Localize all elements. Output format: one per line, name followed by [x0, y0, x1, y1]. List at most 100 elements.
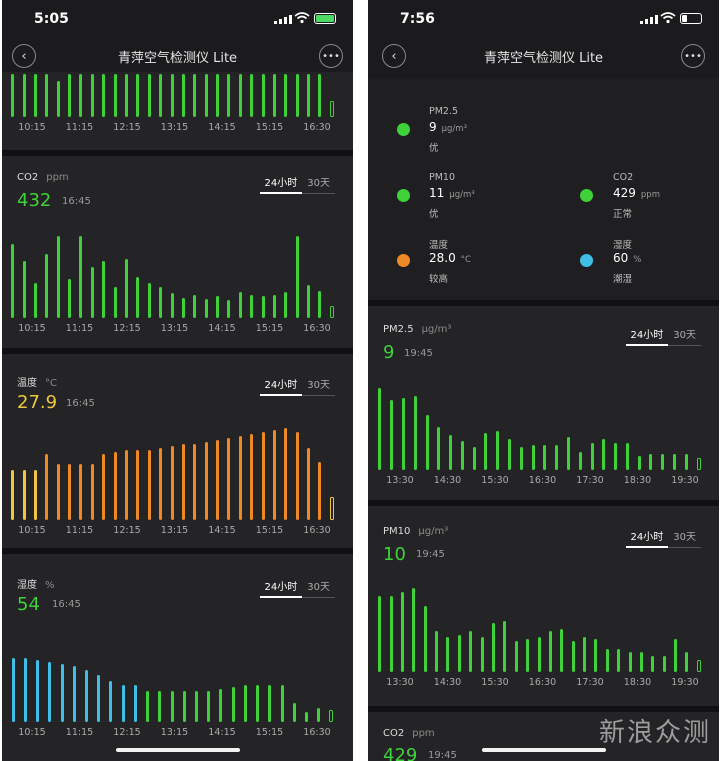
chart-bar: [651, 655, 655, 672]
chart-bar: [48, 662, 52, 722]
summary-status: 潮湿: [613, 274, 633, 285]
chart-bar: [661, 453, 665, 470]
tab-24h[interactable]: 24小时: [259, 376, 303, 396]
chart-bar: [412, 588, 416, 672]
chart-bar: [508, 439, 512, 470]
nav-title: 青萍空气检测仪 Lite: [117, 51, 238, 66]
chart-bar: [102, 260, 106, 318]
summary-status: 优: [429, 209, 439, 220]
humidity-x-axis: 10:15 11:15 12:15 13:15 14:15 15:15 16:30: [2, 727, 353, 739]
tick-label: 15:30: [481, 677, 509, 688]
chart-bar: [617, 649, 621, 672]
chart-bar: [555, 445, 559, 470]
more-button[interactable]: •••: [319, 44, 343, 68]
chart-bar: [605, 649, 609, 672]
pm25-unit: μg/m³: [421, 324, 452, 335]
chart-bar: [590, 443, 594, 470]
top-x-axis: 10:15 11:15 12:15 13:15 14:15 15:15 16:30: [2, 122, 353, 134]
tick-label: 13:15: [160, 122, 189, 133]
co2-time: 19:45: [428, 750, 457, 761]
chart-bar: [146, 691, 150, 722]
chart-bar: [696, 660, 701, 672]
temp-bar-chart: [7, 428, 337, 520]
tab-30d[interactable]: 30天: [302, 376, 335, 396]
chart-bar: [425, 414, 429, 470]
chart-bar: [159, 74, 163, 117]
tick-label: 18:30: [623, 677, 652, 688]
summary-value: 11 μg/m³: [429, 186, 475, 200]
tick-label: 14:15: [208, 122, 236, 133]
chart-bar: [204, 74, 208, 117]
chart-bar: [193, 295, 197, 318]
chart-bar: [250, 295, 254, 318]
chart-bar: [329, 100, 334, 117]
chart-bar: [124, 258, 128, 318]
chart-bar: [68, 74, 72, 117]
pm25-name: PM2.5: [383, 324, 414, 335]
chart-bar: [227, 74, 231, 117]
summary-name: PM10: [429, 172, 456, 183]
chart-bar: [79, 74, 83, 117]
back-button[interactable]: ‹: [12, 44, 36, 68]
chart-bar: [136, 277, 140, 318]
cellular-signal-icon: [640, 14, 658, 24]
chart-bar: [238, 436, 242, 520]
co2-card: CO2 ppm 429 19:45: [368, 712, 719, 761]
chart-bar: [272, 295, 276, 318]
tick-label: 17:30: [576, 677, 604, 688]
tab-24h[interactable]: 24小时: [259, 578, 303, 598]
phone-screen-right: 7:56 ‹ 青萍空气检测仪 Lite ••• PM2.5 9 μg/m³ 优 P…: [368, 0, 719, 761]
status-dot-icon: [580, 189, 593, 202]
chart-bar: [11, 470, 15, 520]
chart-bar: [628, 651, 632, 672]
chart-bar: [243, 684, 247, 722]
tick-label: 13:30: [386, 475, 414, 486]
chart-bar: [170, 691, 174, 722]
chart-bar: [437, 426, 441, 470]
chart-bar: [329, 496, 334, 520]
nav-title: 青萍空气检测仪 Lite: [483, 51, 604, 66]
tab-30d[interactable]: 30天: [668, 326, 701, 346]
chart-bar: [22, 260, 26, 318]
humidity-time: 16:45: [52, 599, 81, 610]
pm25-time: 19:45: [404, 348, 433, 359]
pm10-time: 19:45: [416, 549, 445, 560]
tab-24h[interactable]: 24小时: [625, 326, 669, 346]
chart-bar: [159, 287, 163, 318]
co2-label: CO2 ppm: [383, 728, 435, 739]
chart-bar: [614, 443, 618, 470]
chart-bar: [401, 398, 405, 470]
summary-status: 优: [429, 143, 439, 154]
tab-30d[interactable]: 30天: [668, 528, 701, 548]
chart-bar: [84, 670, 88, 722]
back-button[interactable]: ‹: [382, 44, 406, 68]
tab-30d[interactable]: 30天: [302, 174, 335, 194]
chart-bar: [400, 592, 404, 672]
tick-label: 11:15: [65, 122, 94, 133]
chart-bar: [113, 287, 117, 318]
tick-label: 19:30: [671, 475, 699, 486]
chart-bar: [56, 236, 60, 318]
chart-bar: [571, 641, 575, 672]
tab-24h[interactable]: 24小时: [259, 174, 303, 194]
chart-bar: [684, 453, 688, 470]
home-indicator[interactable]: [481, 748, 606, 752]
humidity-name: 湿度: [17, 580, 37, 591]
more-button[interactable]: •••: [681, 44, 705, 68]
tick-label: 15:15: [255, 323, 284, 334]
co2-bar-chart: [7, 236, 337, 318]
chart-bar: [79, 236, 83, 318]
chart-bar: [194, 691, 198, 722]
back-icon: ‹: [391, 48, 397, 64]
tab-30d[interactable]: 30天: [302, 578, 335, 598]
top-chart-card: 10:15 11:15 12:15 13:15 14:15 15:15 16:30: [2, 72, 353, 150]
chart-bar: [543, 445, 547, 470]
chart-bar: [272, 430, 276, 520]
home-indicator[interactable]: [115, 748, 240, 752]
chart-bar: [170, 74, 174, 117]
tick-label: 15:15: [255, 525, 284, 536]
tab-24h[interactable]: 24小时: [625, 528, 669, 548]
chart-bar: [560, 628, 564, 672]
tick-label: 13:30: [386, 677, 414, 688]
chart-bar: [519, 447, 523, 470]
